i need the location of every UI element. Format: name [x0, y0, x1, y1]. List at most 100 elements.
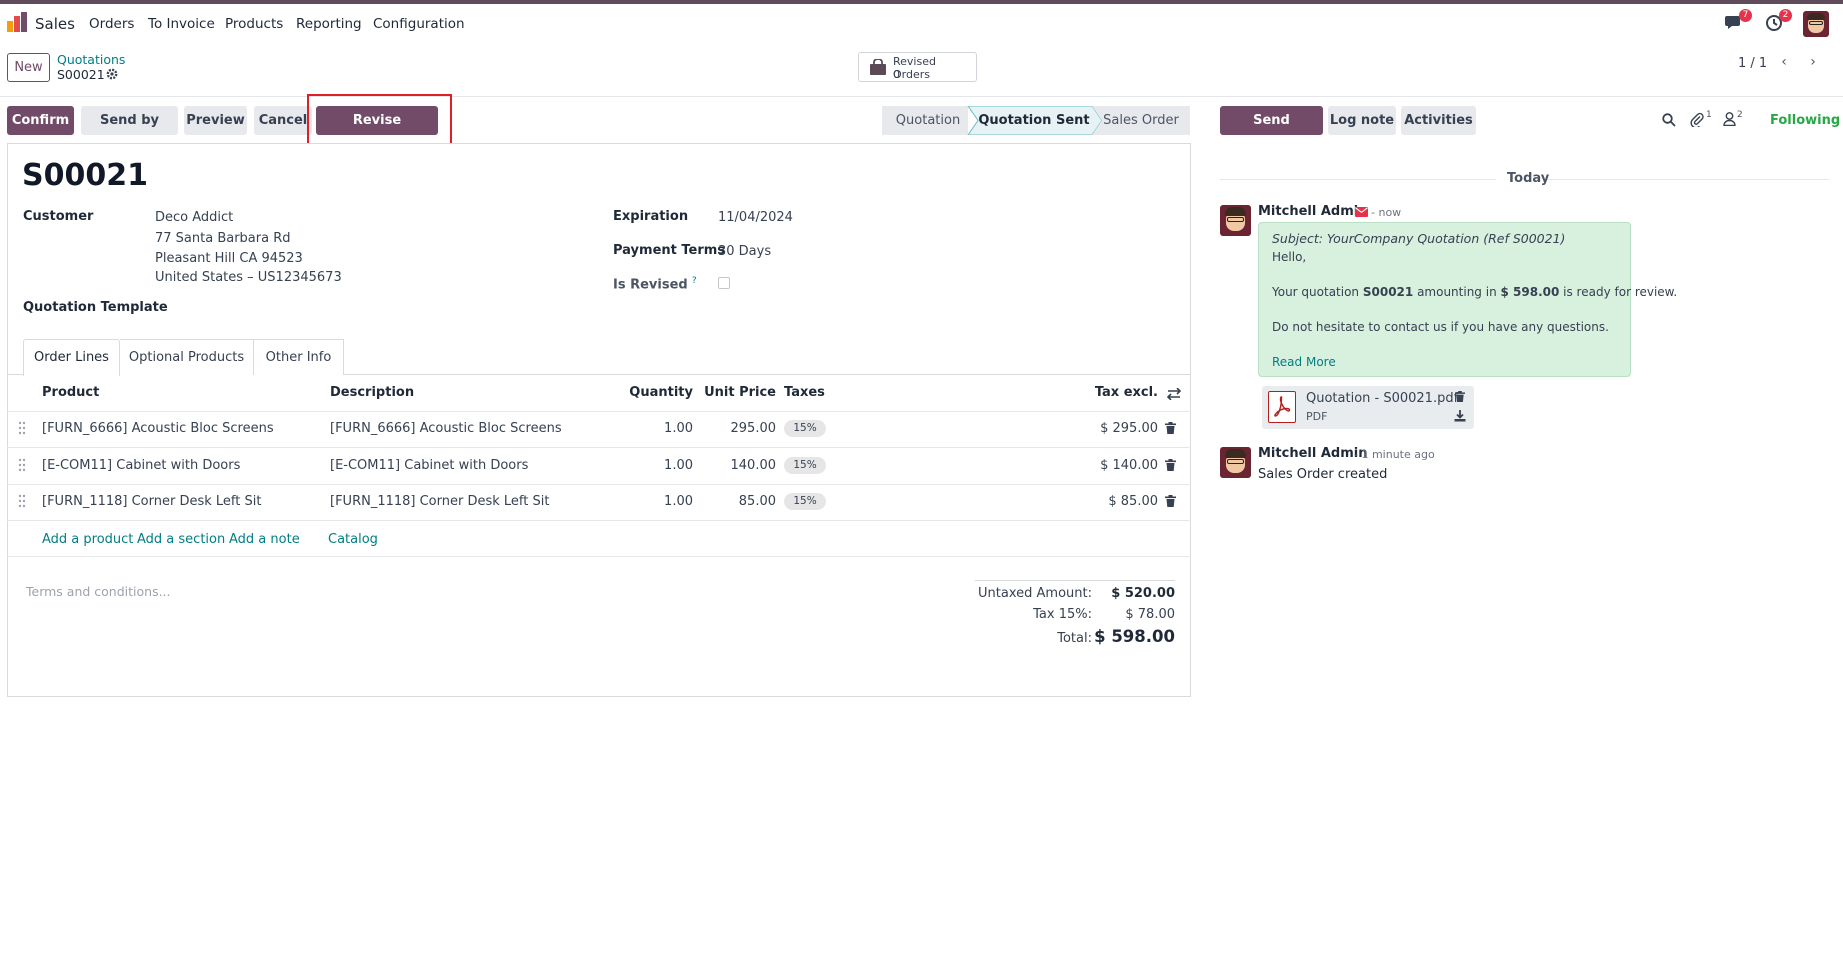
revised-orders-smart-button[interactable]: Revised Orders 0 [858, 52, 977, 82]
activities-button[interactable]: Activities [1401, 106, 1476, 135]
attachment-trash-icon[interactable] [1455, 391, 1465, 402]
message-author[interactable]: Mitchell Admin [1258, 204, 1368, 219]
trash-icon[interactable] [1165, 422, 1176, 434]
row-divider [7, 447, 1191, 448]
log-note-button[interactable]: Log note [1328, 106, 1396, 135]
quotation-title: S00021 [22, 158, 148, 193]
user-avatar[interactable] [1803, 11, 1829, 37]
body-amount: $ 598.00 [1500, 285, 1560, 299]
column-quantity[interactable]: Quantity [629, 385, 693, 400]
tab-other-info[interactable]: Other Info [253, 339, 344, 375]
column-taxes[interactable]: Taxes [784, 385, 825, 400]
add-product-link[interactable]: Add a product [42, 532, 134, 547]
followers-icon[interactable] [1723, 112, 1736, 126]
attachment-card[interactable] [1262, 386, 1474, 429]
drag-handle-icon[interactable] [18, 494, 26, 508]
row-divider [7, 520, 1191, 521]
status-quotation[interactable]: Quotation [895, 113, 961, 128]
row-divider [7, 556, 1191, 557]
activities-clock-icon[interactable]: 2 [1764, 9, 1792, 34]
row-description[interactable]: [FURN_1118] Corner Desk Left Sit [330, 494, 550, 509]
author-avatar[interactable] [1220, 447, 1251, 478]
expiration-value[interactable]: 11/04/2024 [718, 210, 793, 225]
customer-name[interactable]: Deco Addict [155, 210, 234, 225]
is-revised-checkbox[interactable] [718, 277, 730, 289]
download-icon[interactable] [1454, 410, 1466, 422]
confirm-button[interactable]: Confirm [7, 106, 74, 135]
help-tooltip-icon[interactable]: ? [691, 276, 697, 286]
send-by-email-button[interactable]: Send by Email [81, 106, 178, 157]
pager-next-icon[interactable]: › [1810, 54, 1816, 70]
body-text: Your quotation [1272, 285, 1363, 299]
row-quantity[interactable]: 1.00 [664, 458, 693, 473]
messages-icon[interactable]: 7 [1724, 9, 1752, 34]
row-product[interactable]: [FURN_1118] Corner Desk Left Sit [42, 494, 262, 509]
cancel-button[interactable]: Cancel [254, 106, 312, 135]
app-logo-icon[interactable] [7, 12, 27, 32]
status-sales-order[interactable]: Sales Order [1103, 113, 1179, 128]
attachment-name[interactable]: Quotation - S00021.pdf [1306, 391, 1459, 406]
body-text: is ready for review. [1559, 285, 1678, 299]
row-quantity[interactable]: 1.00 [664, 421, 693, 436]
preview-button[interactable]: Preview [184, 106, 247, 135]
column-unit-price[interactable]: Unit Price [704, 385, 776, 400]
add-section-link[interactable]: Add a section [137, 532, 226, 547]
app-name[interactable]: Sales [35, 15, 75, 33]
add-note-link[interactable]: Add a note [229, 532, 300, 547]
tab-order-lines[interactable]: Order Lines [23, 339, 120, 376]
tax-badge[interactable]: 15% [784, 457, 826, 474]
revised-orders-count: 0 [893, 68, 900, 81]
row-product[interactable]: [E-COM11] Cabinet with Doors [42, 458, 241, 473]
trash-icon[interactable] [1165, 459, 1176, 471]
row-unit-price[interactable]: 295.00 [730, 421, 777, 436]
pager-value[interactable]: 1 / 1 [1738, 56, 1768, 71]
following-button[interactable]: Following [1770, 113, 1841, 128]
column-product[interactable]: Product [42, 385, 100, 400]
new-button[interactable]: New [7, 53, 50, 82]
tax-badge[interactable]: 15% [784, 420, 826, 437]
search-icon[interactable] [1662, 113, 1676, 127]
terms-and-conditions-input[interactable]: Terms and conditions... [26, 584, 171, 599]
message-author[interactable]: Mitchell Admin [1258, 446, 1368, 461]
read-more-link[interactable]: Read More [1272, 355, 1336, 369]
row-unit-price[interactable]: 140.00 [730, 458, 777, 473]
tax-badge[interactable]: 15% [784, 493, 826, 510]
payment-terms-value[interactable]: 30 Days [718, 244, 772, 259]
menu-to-invoice[interactable]: To Invoice [148, 16, 215, 32]
column-description[interactable]: Description [330, 385, 415, 400]
gear-icon[interactable] [106, 68, 118, 80]
breadcrumb-quotations[interactable]: Quotations [57, 52, 126, 67]
row-description[interactable]: [E-COM11] Cabinet with Doors [330, 458, 529, 473]
message-body-line1: Your quotation S00021 amounting in $ 598… [1272, 285, 1677, 299]
form-sheet [7, 143, 1191, 697]
menu-configuration[interactable]: Configuration [373, 16, 465, 32]
header-divider [7, 411, 1191, 412]
tax-label: Tax 15%: [1033, 607, 1092, 622]
today-divider-left [1220, 179, 1496, 180]
row-description[interactable]: [FURN_6666] Acoustic Bloc Screens [330, 421, 562, 436]
status-quotation-sent[interactable]: Quotation Sent [978, 113, 1090, 128]
tab-optional-products[interactable]: Optional Products [120, 339, 254, 375]
menu-products[interactable]: Products [225, 16, 284, 32]
trash-icon[interactable] [1165, 495, 1176, 507]
drag-handle-icon[interactable] [18, 421, 26, 435]
customer-label: Customer [23, 209, 94, 224]
revise-quotation-button[interactable]: Revise Quotation [316, 106, 438, 157]
row-unit-price[interactable]: 85.00 [738, 494, 776, 509]
optional-columns-icon[interactable] [1167, 388, 1181, 400]
row-quantity[interactable]: 1.00 [664, 494, 693, 509]
row-product[interactable]: [FURN_6666] Acoustic Bloc Screens [42, 421, 274, 436]
catalog-link[interactable]: Catalog [328, 532, 378, 547]
paperclip-icon[interactable] [1690, 112, 1704, 127]
payment-terms-label: Payment Terms [613, 243, 726, 258]
pager-previous-icon[interactable]: ‹ [1781, 54, 1787, 70]
menu-orders[interactable]: Orders [89, 16, 135, 32]
statusbar-background [882, 106, 1190, 135]
author-avatar[interactable] [1220, 205, 1251, 236]
menu-reporting[interactable]: Reporting [296, 16, 362, 32]
send-message-button[interactable]: Send message [1220, 106, 1323, 157]
is-revised-label: Is Revised ? [613, 276, 697, 292]
drag-handle-icon[interactable] [18, 458, 26, 472]
column-tax-excl[interactable]: Tax excl. [1094, 385, 1158, 400]
body-text: amounting in [1413, 285, 1501, 299]
